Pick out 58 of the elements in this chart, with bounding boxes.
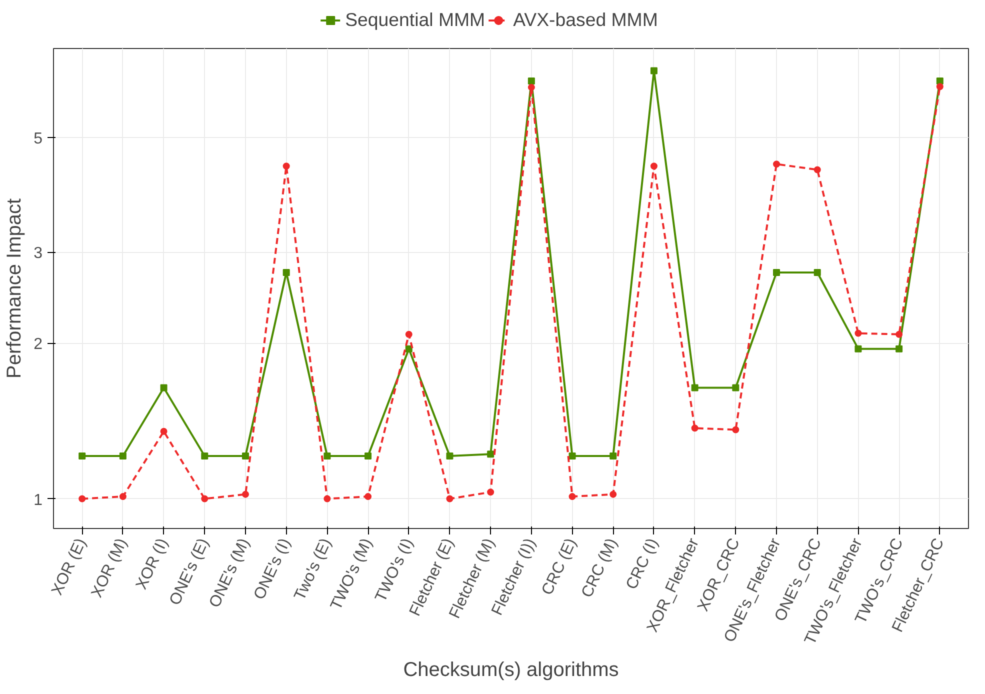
y-tick-label: 5 [34, 130, 43, 148]
point [732, 426, 740, 434]
point [487, 488, 494, 496]
x-tick-label: XOR (M) [88, 536, 131, 600]
legend-label: Sequential MMM [345, 9, 486, 31]
y-tick-label: 1 [34, 492, 43, 509]
point [773, 160, 780, 168]
x-tick-label: XOR (E) [48, 536, 90, 598]
point [78, 452, 86, 460]
point [691, 424, 698, 432]
point [936, 83, 944, 90]
point [160, 428, 168, 435]
point [568, 452, 576, 460]
point [282, 268, 290, 276]
point [282, 162, 290, 170]
y-axis-title: Performance Impact [4, 198, 26, 379]
point [854, 345, 862, 352]
point [242, 490, 249, 498]
point [446, 452, 454, 460]
point [160, 384, 168, 392]
point [814, 166, 821, 174]
point [324, 495, 331, 502]
legend-label: AVX-based MMM [513, 9, 658, 31]
point [650, 67, 658, 74]
point [119, 493, 126, 500]
point [691, 384, 698, 392]
point [487, 450, 494, 458]
point [814, 268, 821, 276]
x-tick-label: XOR (I) [133, 536, 172, 592]
point [528, 77, 535, 84]
x-axis-title: Checksum(s) algorithms [403, 658, 619, 681]
point [201, 452, 208, 460]
x-tick-label: ONE's (I) [251, 536, 294, 602]
point [528, 84, 535, 91]
x-tick-label: CRC (M) [578, 536, 621, 600]
point [896, 345, 903, 352]
point [650, 162, 658, 170]
point [405, 345, 412, 352]
point [896, 330, 903, 338]
point [854, 330, 862, 337]
point [364, 493, 372, 500]
point [446, 495, 454, 502]
point [405, 330, 412, 338]
point [364, 452, 372, 460]
point [568, 493, 576, 500]
point [732, 384, 740, 392]
point [78, 495, 86, 502]
point [610, 452, 617, 460]
point [610, 490, 617, 498]
point [242, 452, 249, 460]
point [936, 77, 944, 84]
point [324, 452, 331, 460]
point [119, 452, 126, 460]
point [201, 495, 208, 502]
x-tick-label: CRC (E) [539, 536, 580, 598]
y-tick-label: 2 [34, 336, 43, 354]
point [773, 268, 780, 276]
y-tick-label: 3 [34, 245, 43, 262]
